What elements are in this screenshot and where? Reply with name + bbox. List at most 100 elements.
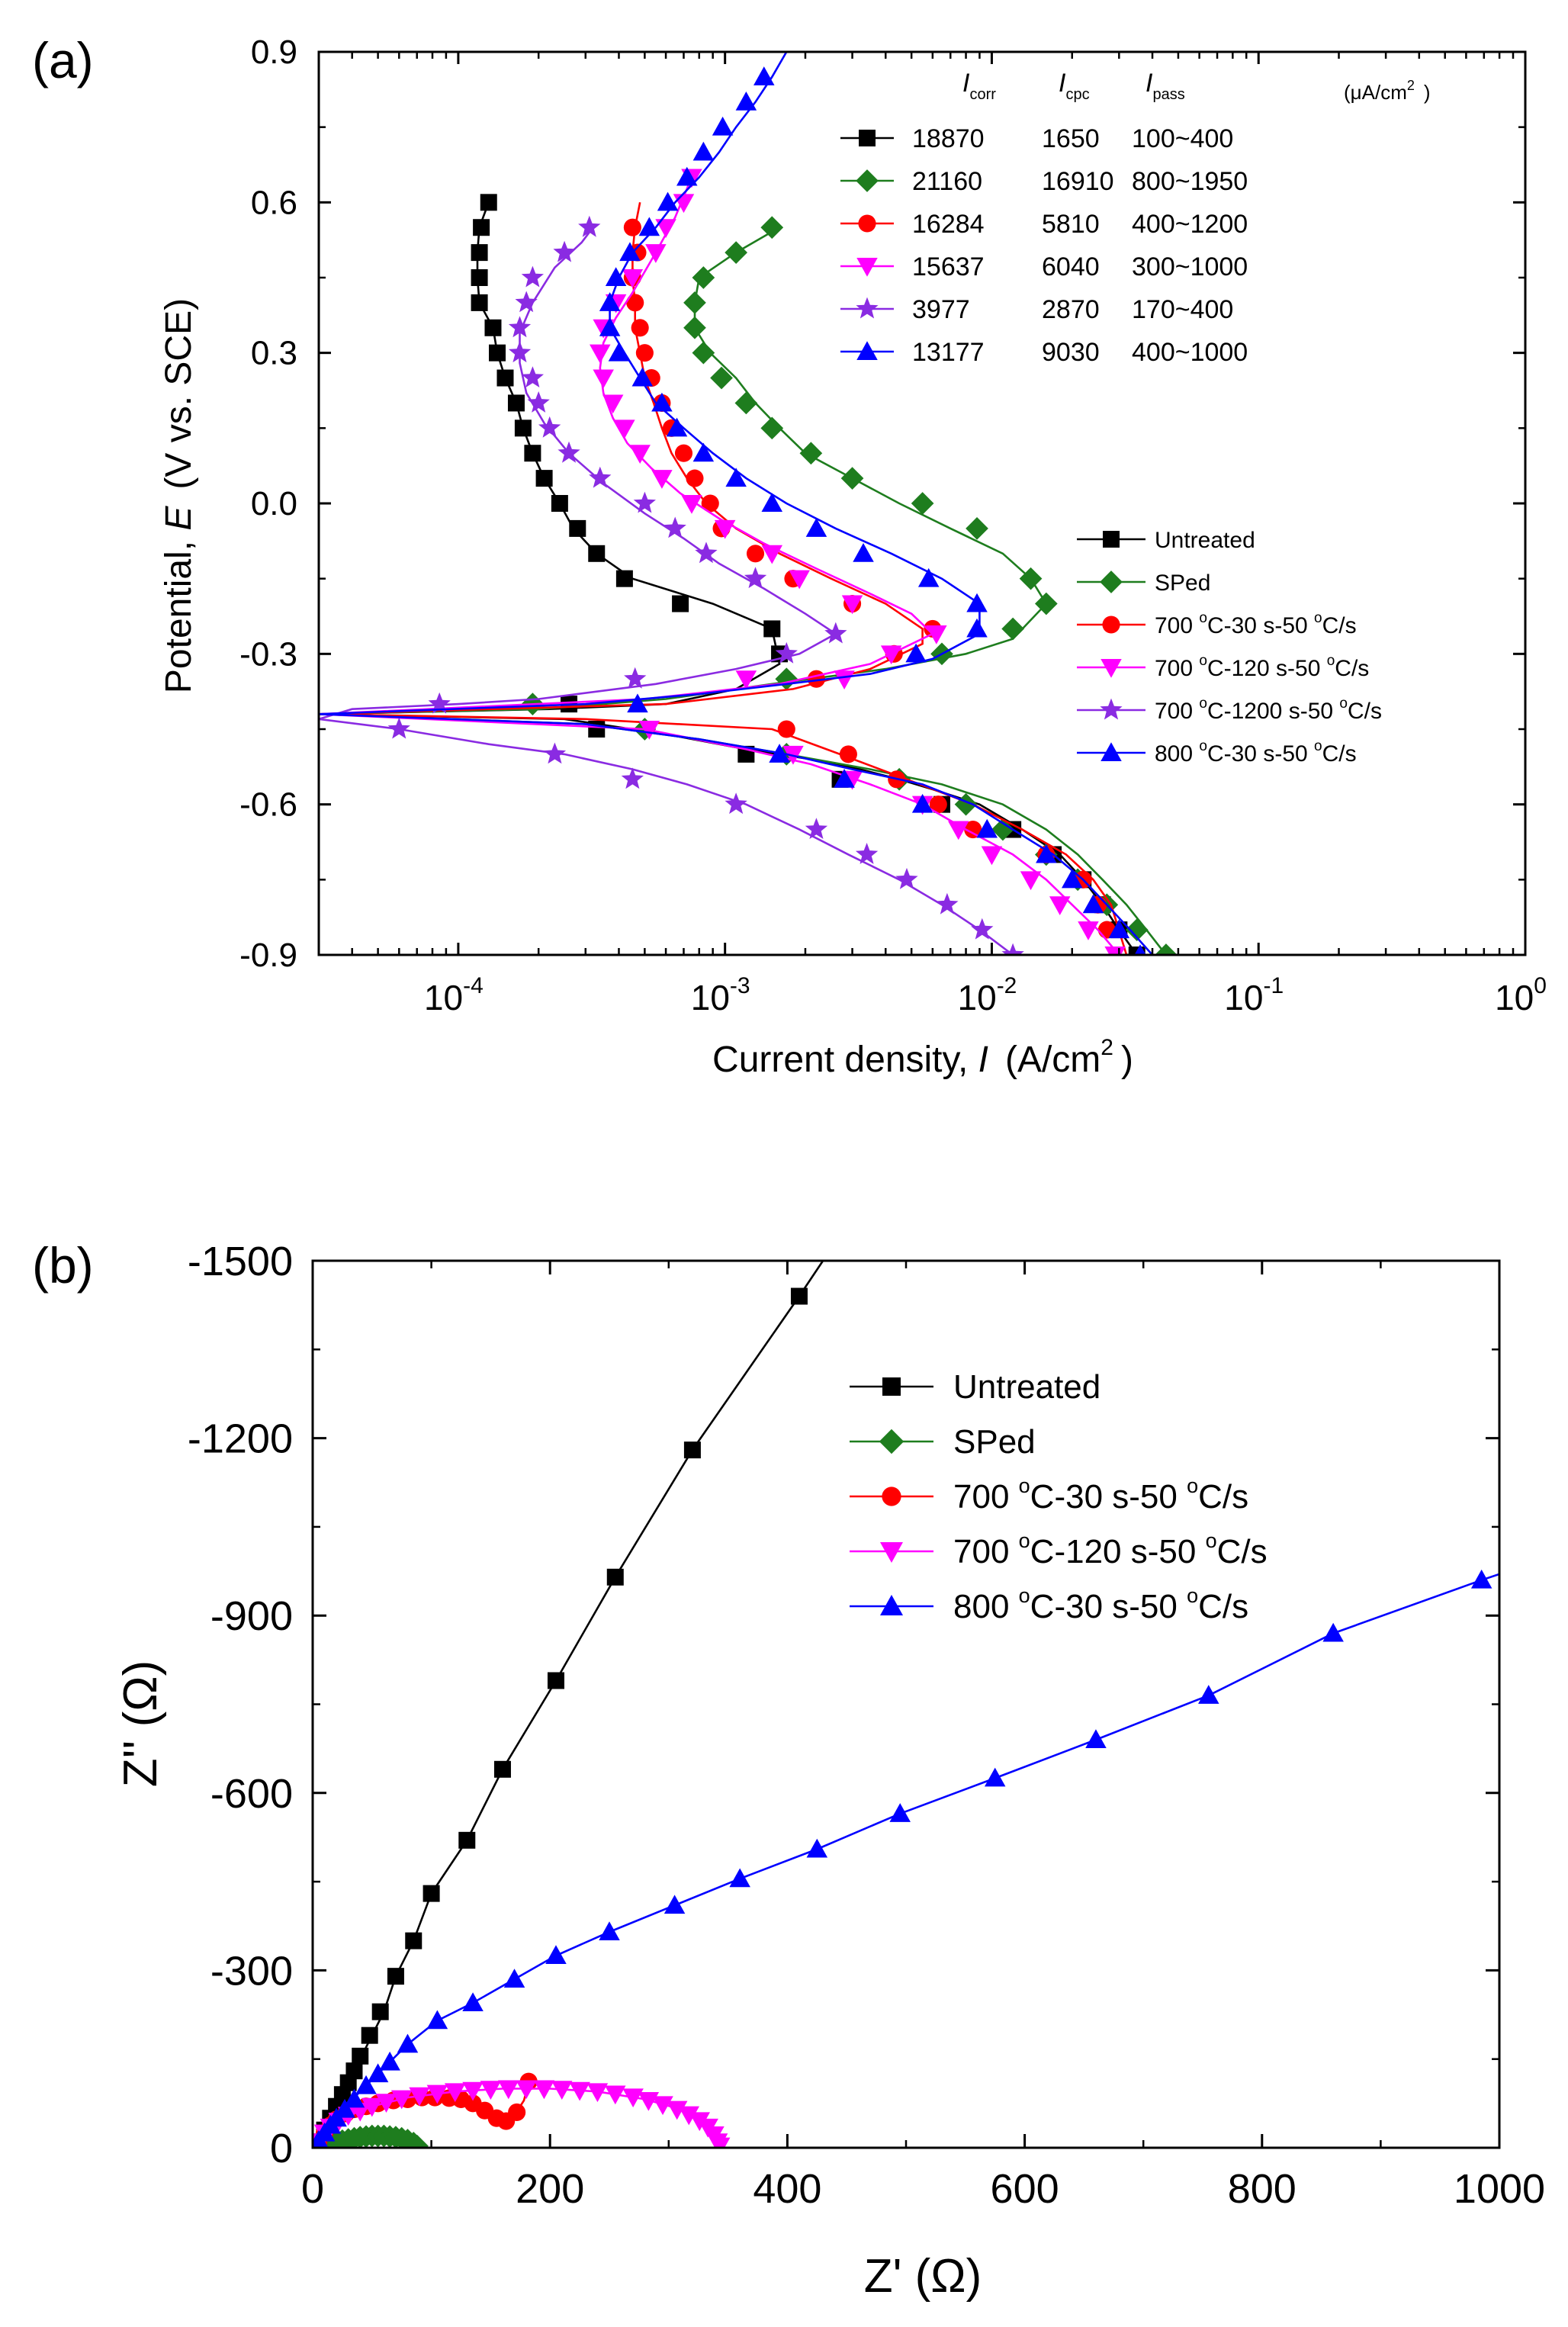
series-1-point: [692, 341, 715, 365]
series-line-1: [319, 227, 1167, 955]
table-cell: 6040: [1042, 252, 1100, 281]
series-3-point: [409, 2087, 430, 2107]
series-4-point: [1085, 1729, 1107, 1749]
series-1-point: [1155, 943, 1178, 955]
series-0-point: [471, 244, 488, 262]
series-3-point: [714, 519, 736, 539]
x-tick-base: 10: [1224, 978, 1263, 1017]
legend-marker: [1100, 571, 1123, 593]
series-4-point: [984, 1767, 1006, 1787]
series-3-point: [926, 625, 947, 644]
series-4-point: [589, 466, 612, 488]
series-3-point: [681, 495, 702, 514]
table-cell: 15637: [912, 252, 985, 281]
legend-text-part: C-30 s-50: [1207, 741, 1314, 767]
series-3-point: [834, 670, 855, 689]
panel-b-label: (b): [32, 1237, 94, 1294]
series-4-point: [428, 692, 451, 714]
series-0-point: [423, 1885, 440, 1902]
y-tick-label: -0.9: [239, 937, 297, 974]
legend-text-part: SPed: [1155, 571, 1210, 596]
x-tick-base: 10: [424, 978, 463, 1017]
legend-label: 800 oC-30 s-50 oC/s: [953, 1584, 1248, 1625]
series-5-point: [605, 267, 627, 286]
series-2-point: [686, 469, 704, 487]
series-4-point: [508, 316, 532, 338]
table-cell: 3977: [912, 295, 970, 324]
x-tick-exp: -1: [1263, 973, 1284, 998]
x-tick-exp: -4: [463, 973, 484, 998]
table-cell: 800~1950: [1132, 167, 1248, 196]
series-0-point: [405, 1932, 423, 1949]
series-0-point: [683, 1442, 701, 1459]
series-3-point: [981, 846, 1003, 866]
legend-marker: [1100, 659, 1122, 678]
y-tick-label: 0.9: [251, 34, 297, 71]
panel-b-frame: [311, 1259, 1501, 2149]
panel-b-plot-area: [313, 1261, 1499, 2148]
legend-label: 700 oC-30 s-50 oC/s: [1155, 610, 1357, 638]
table-header-var: I: [1145, 69, 1153, 98]
series-5-point: [608, 342, 630, 362]
series-4-point: [1470, 1569, 1492, 1589]
series-5-point: [631, 367, 654, 387]
series-4-point: [805, 818, 828, 839]
legend-text-part: C/s: [1348, 699, 1382, 724]
series-4-point: [889, 1803, 911, 1822]
table-cell: 21160: [912, 167, 982, 196]
series-0-point: [371, 2003, 389, 2020]
legend-label: SPed: [953, 1423, 1036, 1461]
series-4-point: [599, 1921, 620, 1941]
series-1-point: [911, 492, 934, 515]
series-3-point: [593, 369, 614, 389]
x-tick-exp: -2: [997, 973, 1017, 998]
series-4-point: [695, 542, 718, 564]
series-1-point: [683, 291, 706, 314]
series-3-point: [841, 595, 863, 615]
series-1-point: [710, 366, 733, 390]
series-3-point: [651, 470, 673, 489]
x-tick-label: 400: [753, 2166, 821, 2212]
series-2-point: [839, 745, 857, 763]
table-unit-text: ): [1424, 81, 1431, 104]
series-0-point: [615, 570, 633, 587]
legend-text-part: o: [1314, 610, 1322, 626]
series-5-point: [619, 242, 641, 262]
legend-text-part: o: [1327, 653, 1335, 669]
table-cell: 100~400: [1132, 124, 1233, 153]
legend-label: Untreated: [1155, 528, 1255, 553]
legend-text-part: o: [1199, 653, 1207, 669]
series-3-point: [655, 219, 676, 238]
table-unit-text: (μA/cm: [1344, 81, 1407, 104]
series-5-point: [769, 744, 790, 763]
series-4-point: [508, 341, 532, 363]
series-3-point: [590, 344, 611, 364]
table-header-sub: cpc: [1065, 86, 1089, 103]
series-5-point: [761, 493, 783, 512]
legend-text-part: C/s: [1198, 1588, 1248, 1625]
series-0-point: [551, 495, 568, 512]
series-2-point: [631, 319, 649, 337]
series-4-point: [971, 918, 994, 940]
x-tick-label: 10-3: [691, 973, 750, 1017]
series-5-point: [853, 543, 874, 562]
x-tick-base: 10: [691, 978, 730, 1017]
table-header-sub: corr: [969, 86, 996, 103]
series-5-point: [905, 643, 927, 663]
series-0-point: [480, 194, 497, 211]
x-tick-label: 100: [1495, 973, 1547, 1017]
table-legend-marker: [856, 297, 879, 319]
series-0-point: [535, 470, 553, 487]
x-tick-label: 1000: [1454, 2166, 1545, 2212]
series-4-point: [855, 843, 879, 864]
panel-a-data-table: Icorr Icpc Ipass (μA/cm2)18870 1650 100~40021…: [840, 69, 1431, 367]
series-3-point: [375, 2094, 397, 2113]
series-3-point: [480, 2081, 502, 2100]
series-3-point: [622, 269, 644, 288]
y-tick-label: 0.6: [251, 184, 297, 221]
legend-text-part: 700: [1155, 613, 1199, 638]
series-2-point: [964, 821, 982, 839]
series-1-point: [799, 442, 823, 465]
series-4-point: [521, 265, 544, 288]
